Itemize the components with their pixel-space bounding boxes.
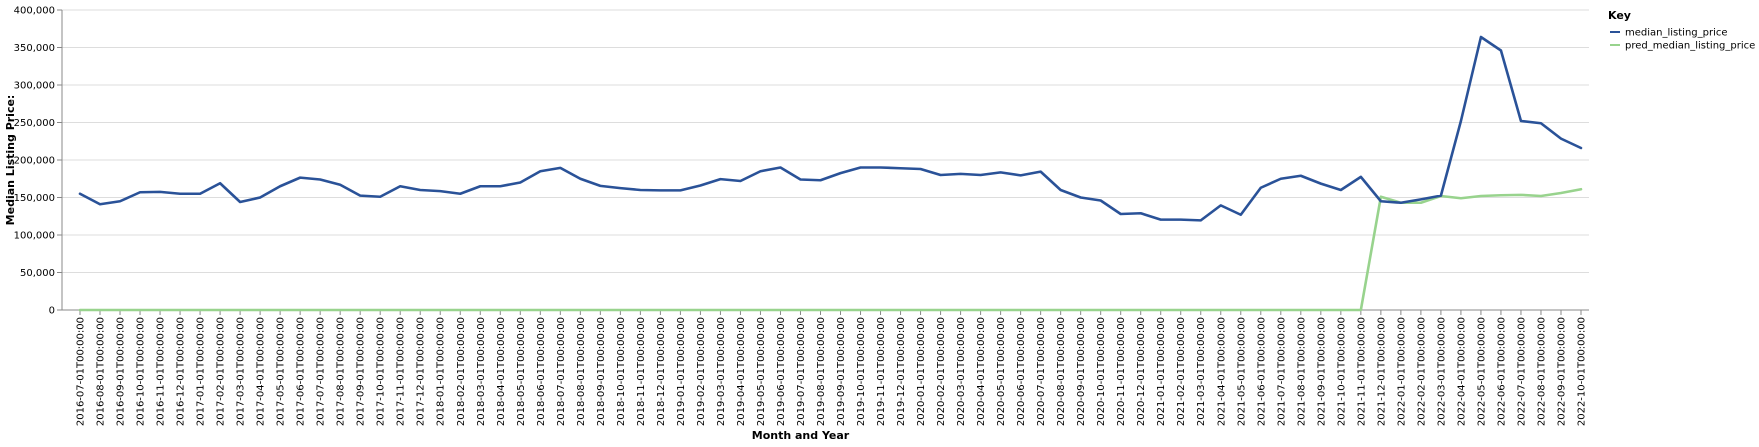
x-tick-label: 2021-11-01T00:00:00 xyxy=(1356,317,1367,426)
x-tick-label: 2018-10-01T00:00:00 xyxy=(616,317,627,426)
x-tick-label: 2018-03-01T00:00:00 xyxy=(476,317,487,426)
x-tick-label: 2018-12-01T00:00:00 xyxy=(656,317,667,426)
x-tick-label: 2017-08-01T00:00:00 xyxy=(336,317,347,426)
x-tick-label: 2017-11-01T00:00:00 xyxy=(396,317,407,426)
x-tick-label: 2016-09-01T00:00:00 xyxy=(116,317,127,426)
x-tick-label: 2020-12-01T00:00:00 xyxy=(1136,317,1147,426)
y-tick-label: 300,000 xyxy=(14,81,55,92)
y-tick-label: 400,000 xyxy=(14,6,55,17)
x-tick-label: 2022-08-01T00:00:00 xyxy=(1536,317,1547,426)
y-tick-label: 250,000 xyxy=(14,118,55,129)
y-tick-label: 150,000 xyxy=(14,193,55,204)
y-tick-label: 350,000 xyxy=(14,43,55,54)
x-tick-label: 2020-08-01T00:00:00 xyxy=(1056,317,1067,426)
y-axis-ticks: 0 50,000 100,000 150,000 200,000 250,000 300,0… xyxy=(14,6,62,317)
x-tick-label: 2019-03-01T00:00:00 xyxy=(716,317,727,426)
x-tick-label: 2022-02-01T00:00:00 xyxy=(1416,317,1427,426)
legend-label: median_listing_price xyxy=(1625,28,1728,39)
x-tick-label: 2020-05-01T00:00:00 xyxy=(996,317,1007,426)
x-tick-label: 2019-04-01T00:00:00 xyxy=(736,317,747,426)
x-tick-label: 2021-06-01T00:00:00 xyxy=(1256,317,1267,426)
y-tick-label: 0 xyxy=(49,306,55,317)
x-tick-label: 2020-09-01T00:00:00 xyxy=(1076,317,1087,426)
x-tick-label: 2020-11-01T00:00:00 xyxy=(1116,317,1127,426)
x-tick-label: 2021-01-01T00:00:00 xyxy=(1156,317,1167,426)
x-tick-label: 2021-05-01T00:00:00 xyxy=(1236,317,1247,426)
x-tick-label: 2022-05-01T00:00:00 xyxy=(1476,317,1487,426)
x-tick-label: 2017-01-01T00:00:00 xyxy=(196,317,207,426)
x-tick-label: 2020-07-01T00:00:00 xyxy=(1036,317,1047,426)
grid-lines xyxy=(62,9,1589,311)
x-tick-label: 2016-10-01T00:00:00 xyxy=(136,317,147,426)
y-tick-label: 50,000 xyxy=(20,268,55,279)
x-tick-label: 2022-09-01T00:00:00 xyxy=(1556,317,1567,426)
y-tick-label: 100,000 xyxy=(14,231,55,242)
x-tick-label: 2018-02-01T00:00:00 xyxy=(456,317,467,426)
x-tick-label: 2017-05-01T00:00:00 xyxy=(276,317,287,426)
x-tick-label: 2017-04-01T00:00:00 xyxy=(256,317,267,426)
x-tick-label: 2022-04-01T00:00:00 xyxy=(1456,317,1467,426)
x-tick-label: 2019-06-01T00:00:00 xyxy=(776,317,787,426)
legend-title: Key xyxy=(1608,9,1631,22)
x-tick-label: 2019-02-01T00:00:00 xyxy=(696,317,707,426)
x-tick-label: 2019-10-01T00:00:00 xyxy=(856,317,867,426)
y-axis-title: Median Listing Price: xyxy=(4,95,17,226)
x-tick-label: 2017-07-01T00:00:00 xyxy=(316,317,327,426)
series-lines xyxy=(78,35,1583,312)
x-tick-label: 2017-12-01T00:00:00 xyxy=(416,317,427,426)
series-line-median-listing-price xyxy=(78,35,1583,222)
x-tick-label: 2017-06-01T00:00:00 xyxy=(296,317,307,426)
x-tick-label: 2021-09-01T00:00:00 xyxy=(1316,317,1327,426)
x-tick-label: 2022-10-01T00:00:00 xyxy=(1577,317,1588,426)
x-tick-label: 2017-10-01T00:00:00 xyxy=(376,317,387,426)
x-tick-label: 2021-10-01T00:00:00 xyxy=(1336,317,1347,426)
y-tick-label: 200,000 xyxy=(14,156,55,167)
x-tick-label: 2020-03-01T00:00:00 xyxy=(956,317,967,426)
x-tick-label: 2016-12-01T00:00:00 xyxy=(176,317,187,426)
x-tick-label: 2019-07-01T00:00:00 xyxy=(796,317,807,426)
x-tick-label: 2018-08-01T00:00:00 xyxy=(576,317,587,426)
x-tick-label: 2017-09-01T00:00:00 xyxy=(356,317,367,426)
x-tick-label: 2021-12-01T00:00:00 xyxy=(1376,317,1387,426)
x-tick-label: 2020-04-01T00:00:00 xyxy=(976,317,987,426)
x-tick-label: 2022-06-01T00:00:00 xyxy=(1496,317,1507,426)
x-tick-label: 2020-01-01T00:00:00 xyxy=(916,317,927,426)
x-tick-label: 2018-06-01T00:00:00 xyxy=(536,317,547,426)
x-tick-label: 2019-09-01T00:00:00 xyxy=(836,317,847,426)
x-tick-label: 2017-02-01T00:00:00 xyxy=(216,317,227,426)
x-axis-ticks: 2016-07-01T00:00:00 2016-08-01T00:00:00 20… xyxy=(76,310,1588,426)
x-tick-label: 2022-03-01T00:00:00 xyxy=(1436,317,1447,426)
x-tick-label: 2018-01-01T00:00:00 xyxy=(436,317,447,426)
x-tick-label: 2016-08-01T00:00:00 xyxy=(96,317,107,426)
x-tick-label: 2017-03-01T00:00:00 xyxy=(236,317,247,426)
x-tick-label: 2022-07-01T00:00:00 xyxy=(1516,317,1527,426)
x-tick-label: 2022-01-01T00:00:00 xyxy=(1396,317,1407,426)
x-tick-label: 2020-10-01T00:00:00 xyxy=(1096,317,1107,426)
legend-label: pred_median_listing_price xyxy=(1625,41,1755,52)
x-tick-label: 2021-07-01T00:00:00 xyxy=(1276,317,1287,426)
x-tick-label: 2018-04-01T00:00:00 xyxy=(496,317,507,426)
x-tick-label: 2020-02-01T00:00:00 xyxy=(936,317,947,426)
x-tick-label: 2021-03-01T00:00:00 xyxy=(1196,317,1207,426)
x-tick-label: 2018-07-01T00:00:00 xyxy=(556,317,567,426)
x-axis-title: Month and Year xyxy=(752,429,850,442)
x-tick-label: 2018-05-01T00:00:00 xyxy=(516,317,527,426)
x-tick-label: 2018-09-01T00:00:00 xyxy=(596,317,607,426)
x-tick-label: 2016-07-01T00:00:00 xyxy=(76,317,87,426)
legend: Key median_listing_price pred_median_list… xyxy=(1608,9,1755,52)
x-tick-label: 2021-04-01T00:00:00 xyxy=(1216,317,1227,426)
x-tick-label: 2021-08-01T00:00:00 xyxy=(1296,317,1307,426)
x-tick-label: 2019-01-01T00:00:00 xyxy=(676,317,687,426)
x-tick-label: 2019-11-01T00:00:00 xyxy=(876,317,887,426)
x-tick-label: 2016-11-01T00:00:00 xyxy=(156,317,167,426)
series-line-pred-median-listing-price xyxy=(78,187,1583,312)
x-tick-label: 2019-05-01T00:00:00 xyxy=(756,317,767,426)
x-tick-label: 2019-08-01T00:00:00 xyxy=(816,317,827,426)
x-tick-label: 2018-11-01T00:00:00 xyxy=(636,317,647,426)
x-tick-label: 2019-12-01T00:00:00 xyxy=(896,317,907,426)
x-tick-label: 2021-02-01T00:00:00 xyxy=(1176,317,1187,426)
x-tick-label: 2020-06-01T00:00:00 xyxy=(1016,317,1027,426)
